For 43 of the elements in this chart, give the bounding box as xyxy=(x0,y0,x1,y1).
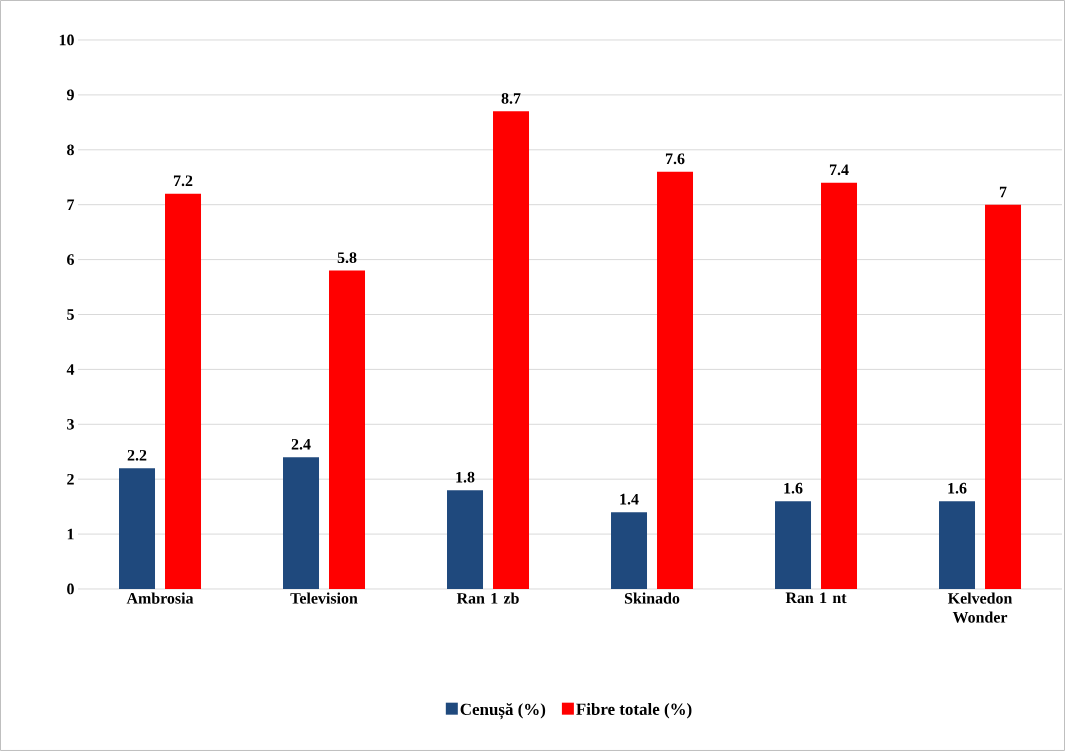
x-tick-label: Television xyxy=(290,592,358,604)
legend-label: Cenușă (%) xyxy=(460,702,546,720)
bar xyxy=(165,193,202,589)
bar xyxy=(611,512,648,589)
bar xyxy=(493,111,530,589)
y-tick-label: 4 xyxy=(66,364,75,375)
y-tick-label: 0 xyxy=(67,583,74,595)
legend-label: Fibre totale (%) xyxy=(576,703,692,719)
x-tick-label: Ambrosia xyxy=(126,592,194,604)
y-tick-label: 7 xyxy=(67,199,75,210)
bar xyxy=(119,468,156,589)
data-label: 7.2 xyxy=(173,175,193,187)
y-tick-label: 2 xyxy=(67,473,74,485)
data-label: 2.4 xyxy=(291,438,311,450)
x-tick-label: Kelvedon Wonder xyxy=(947,592,1013,623)
data-label: 1.6 xyxy=(784,482,803,494)
y-tick-label: 6 xyxy=(67,254,75,265)
y-tick-label: 3 xyxy=(67,418,74,430)
data-label: 7.4 xyxy=(829,164,849,176)
data-label: 7.6 xyxy=(665,153,685,165)
bar xyxy=(329,270,366,589)
y-tick-label: 8 xyxy=(67,144,74,156)
y-tick-label: 10 xyxy=(59,34,74,46)
data-label: 5.8 xyxy=(337,252,357,264)
bar xyxy=(821,182,858,589)
bar xyxy=(283,457,320,589)
x-tick-label: Skinado xyxy=(624,592,680,604)
data-label: 1.8 xyxy=(456,471,475,483)
y-tick-label: 1 xyxy=(67,528,74,540)
data-label: 1.6 xyxy=(948,482,967,494)
bar xyxy=(447,490,484,589)
bar xyxy=(775,501,812,589)
x-tick-label: Ran 1 nt xyxy=(785,592,847,604)
data-label: 7 xyxy=(999,186,1007,198)
data-label: 1.4 xyxy=(620,493,639,505)
y-tick-label: 9 xyxy=(66,89,74,101)
bar xyxy=(657,171,694,589)
x-tick-label: Ran 1 zb xyxy=(456,592,519,604)
bar xyxy=(939,501,976,589)
bar xyxy=(985,204,1022,589)
y-tick-label: 5 xyxy=(67,309,74,320)
data-label: 8.7 xyxy=(501,93,521,104)
data-label: 2.2 xyxy=(127,449,147,461)
